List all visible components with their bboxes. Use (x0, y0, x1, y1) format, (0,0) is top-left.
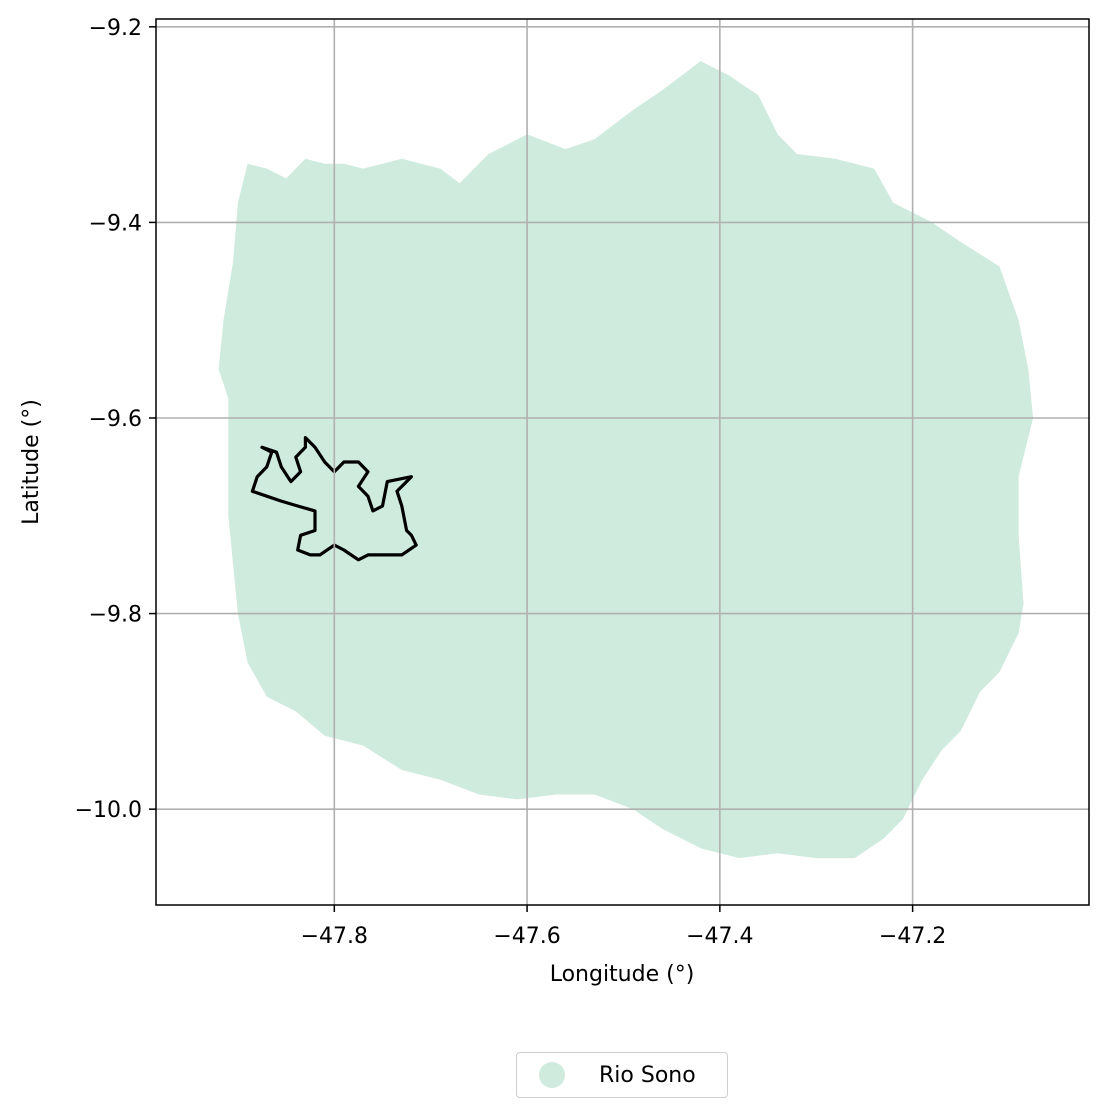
x-tick-label: −47.6 (493, 924, 560, 949)
x-tick-label: −47.4 (686, 924, 753, 949)
y-tick-label: −9.2 (89, 16, 142, 41)
y-tick-label: −9.8 (89, 603, 142, 628)
x-tick-label: −47.2 (879, 924, 946, 949)
legend-label-rio-sono: Rio Sono (599, 1062, 696, 1088)
legend: Rio Sono (516, 1052, 728, 1098)
outline-subregion (250, 436, 418, 562)
y-tick-label: −9.6 (89, 407, 142, 432)
gridlines (156, 19, 1089, 905)
y-axis-label: Latitude (°) (19, 399, 44, 525)
region-rio-sono (218, 61, 1034, 859)
plot-area-frame (155, 18, 1090, 906)
x-axis-label: Longitude (°) (550, 962, 695, 987)
y-tick-label: −10.0 (75, 798, 142, 823)
y-tick-label: −9.4 (89, 211, 142, 236)
map-layers (218, 61, 1034, 859)
y-axis-ticks: −9.2 −9.4 −9.6 −9.8 −10.0 (75, 16, 156, 823)
legend-swatch-rio-sono (539, 1062, 565, 1088)
x-tick-label: −47.8 (301, 924, 368, 949)
x-axis-ticks: −47.8 −47.6 −47.4 −47.2 (301, 905, 946, 949)
